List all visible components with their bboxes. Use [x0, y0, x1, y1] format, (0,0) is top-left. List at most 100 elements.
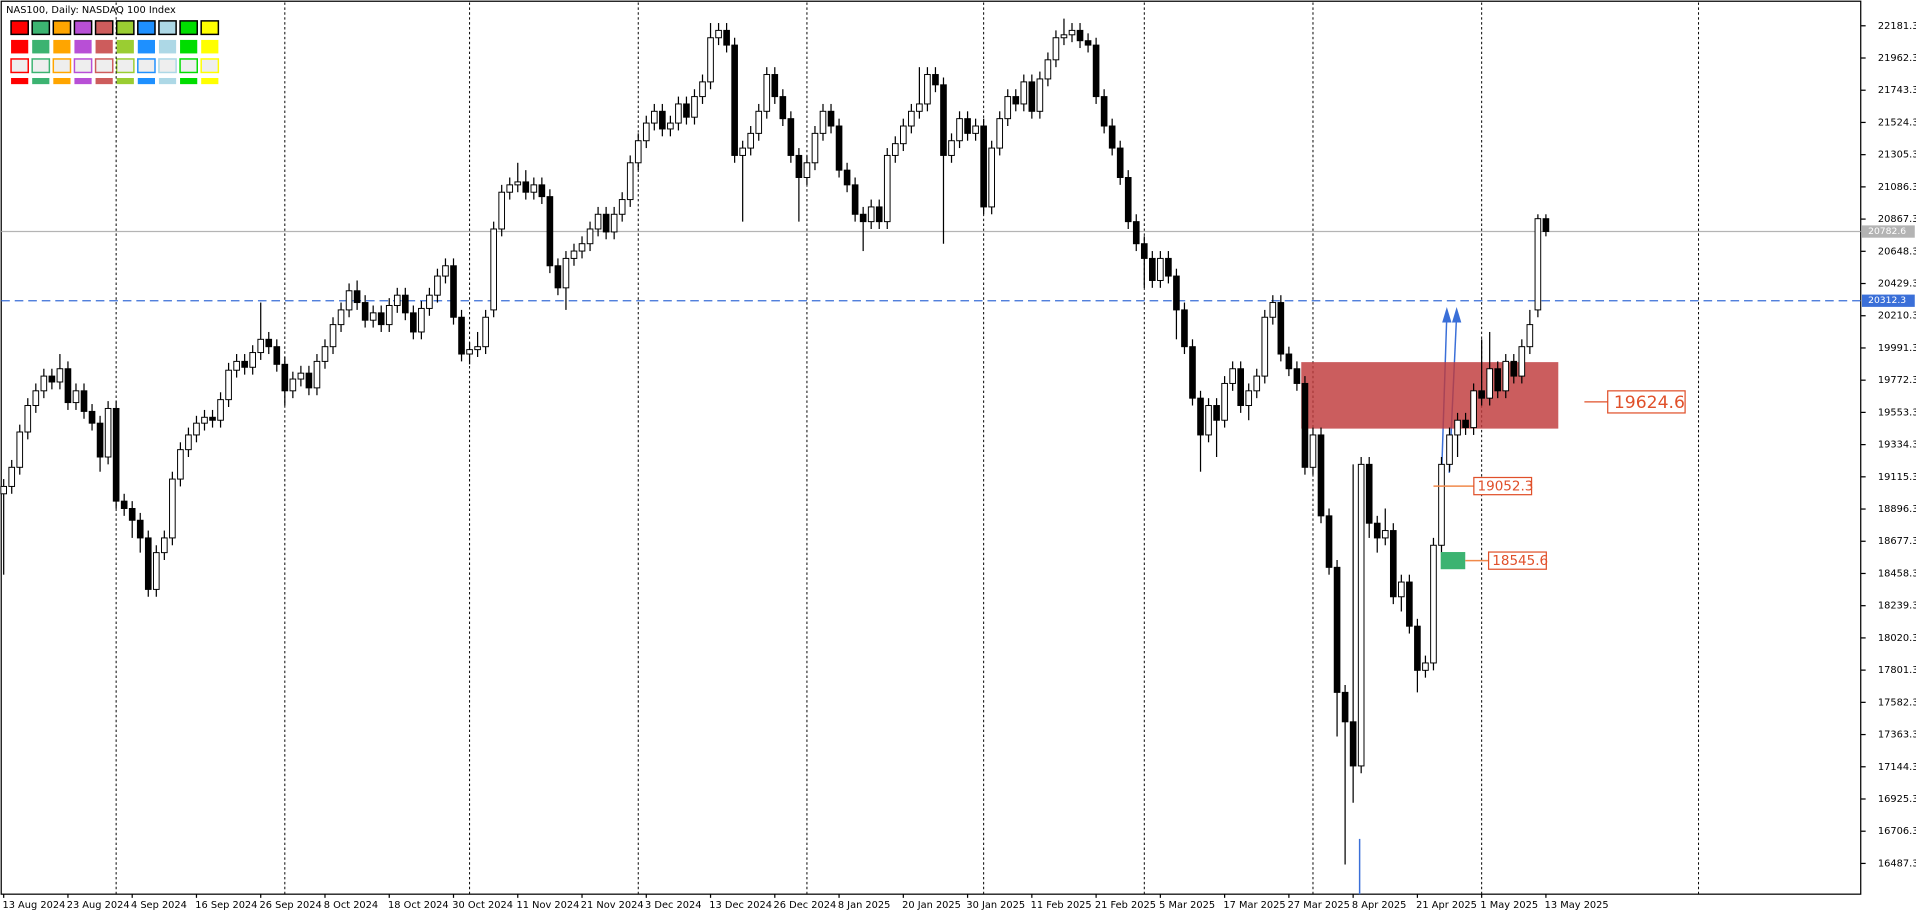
y-tick-label: 19772.3 — [1878, 375, 1916, 386]
palette-swatch — [52, 58, 72, 74]
palette-swatch — [158, 39, 177, 54]
candle-body — [1140, 243, 1148, 259]
candle-body — [1132, 221, 1140, 245]
palette-swatch — [179, 58, 198, 74]
candle-body — [273, 346, 281, 365]
candle-body — [1285, 353, 1293, 370]
x-tick-label: 23 Aug 2024 — [67, 900, 130, 911]
candle-body — [152, 552, 160, 590]
candle-body — [458, 316, 465, 355]
y-tick-label: 22181.3 — [1878, 21, 1916, 32]
candle-body — [1020, 81, 1028, 105]
palette-swatch — [53, 39, 71, 54]
candle-body — [249, 352, 257, 368]
y-tick-label: 18458.3 — [1878, 568, 1916, 579]
candle-body — [385, 304, 393, 326]
candle-body — [297, 372, 305, 380]
candle-body — [1084, 40, 1092, 46]
candle-body — [1229, 368, 1236, 384]
palette-swatch — [31, 20, 51, 36]
y-tick-label: 17363.3 — [1878, 730, 1916, 741]
candle-body — [659, 110, 666, 130]
palette-swatch — [95, 39, 113, 54]
candle-body — [490, 228, 497, 311]
candle-body — [1100, 96, 1108, 127]
candle-body — [1406, 581, 1413, 627]
x-tick-label: 1 May 2025 — [1480, 900, 1538, 911]
candle-body — [401, 294, 409, 314]
palette-swatch — [179, 20, 198, 36]
level-label: 19052.3 — [1478, 479, 1534, 495]
candle-body — [1301, 382, 1309, 468]
y-tick-label: 16925.3 — [1878, 794, 1916, 805]
palette-swatch — [95, 77, 113, 85]
x-tick-label: 4 Sep 2024 — [131, 900, 187, 911]
palette-swatch — [32, 77, 50, 85]
candle-body — [626, 162, 634, 201]
candle-body — [1381, 530, 1389, 539]
candle-body — [466, 349, 473, 355]
chart-title: NAS100, Daily: NASDAQ 100 Index — [6, 5, 176, 16]
candle-body — [193, 422, 200, 436]
candle-body — [233, 360, 240, 371]
candle-body — [161, 537, 168, 554]
candle-body — [8, 466, 16, 487]
candle-body — [434, 275, 441, 296]
candle-body — [241, 360, 248, 368]
palette-swatch — [137, 39, 155, 54]
level-label-box — [1487, 551, 1547, 570]
candle-body — [410, 312, 417, 333]
palette-swatch — [158, 58, 177, 74]
candle-body — [16, 431, 24, 468]
candle-body — [450, 265, 457, 318]
candle-body — [1510, 360, 1518, 377]
candle-body — [554, 265, 562, 289]
candle-body — [819, 110, 827, 134]
y-tick-label: 21086.3 — [1878, 182, 1916, 193]
palette-swatch — [94, 20, 114, 36]
palette-swatch — [11, 77, 29, 85]
candle-body — [1028, 81, 1036, 112]
candle-body — [1398, 581, 1405, 598]
candle-body — [88, 410, 96, 424]
candle-body — [442, 265, 449, 277]
x-tick-label: 8 Oct 2024 — [324, 900, 378, 911]
candle-body — [530, 184, 538, 193]
palette-swatch — [137, 58, 156, 74]
candle-body — [699, 81, 706, 98]
candle-body — [72, 390, 80, 404]
candle-body — [209, 416, 216, 421]
candle-body — [1060, 34, 1068, 39]
x-tick-label: 13 Aug 2024 — [2, 900, 65, 911]
candle-body — [1341, 691, 1349, 723]
candle-body — [393, 294, 401, 306]
x-tick-label: 5 Mar 2025 — [1159, 900, 1215, 911]
y-tick-label: 16487.3 — [1878, 858, 1916, 869]
candle-body — [1108, 125, 1116, 149]
x-tick-label: 3 Dec 2024 — [645, 900, 701, 911]
x-tick-label: 21 Nov 2024 — [581, 900, 644, 911]
candle-body — [570, 250, 578, 259]
x-tick-label: 17 Mar 2025 — [1223, 900, 1285, 911]
candle-body — [1325, 515, 1333, 568]
candle-body — [120, 500, 128, 509]
candle-body — [217, 399, 224, 421]
candle-body — [0, 485, 8, 495]
candle-body — [859, 213, 867, 223]
candle-body — [578, 243, 586, 252]
candle-body — [675, 103, 682, 124]
x-tick-label: 30 Oct 2024 — [452, 900, 513, 911]
candle-body — [1253, 375, 1261, 392]
palette-swatch — [32, 39, 50, 54]
palette-swatch — [94, 58, 114, 74]
y-tick-label: 20867.3 — [1878, 214, 1916, 225]
candle-body — [482, 316, 489, 348]
candle-body — [1012, 96, 1020, 105]
y-tick-label: 20210.3 — [1878, 311, 1916, 322]
price-tag-label: 20312.3 — [1868, 295, 1906, 306]
candle-body — [1157, 257, 1164, 281]
candle-body — [1317, 434, 1325, 517]
y-tick-label: 20429.3 — [1878, 279, 1916, 290]
candle-body — [691, 96, 698, 118]
